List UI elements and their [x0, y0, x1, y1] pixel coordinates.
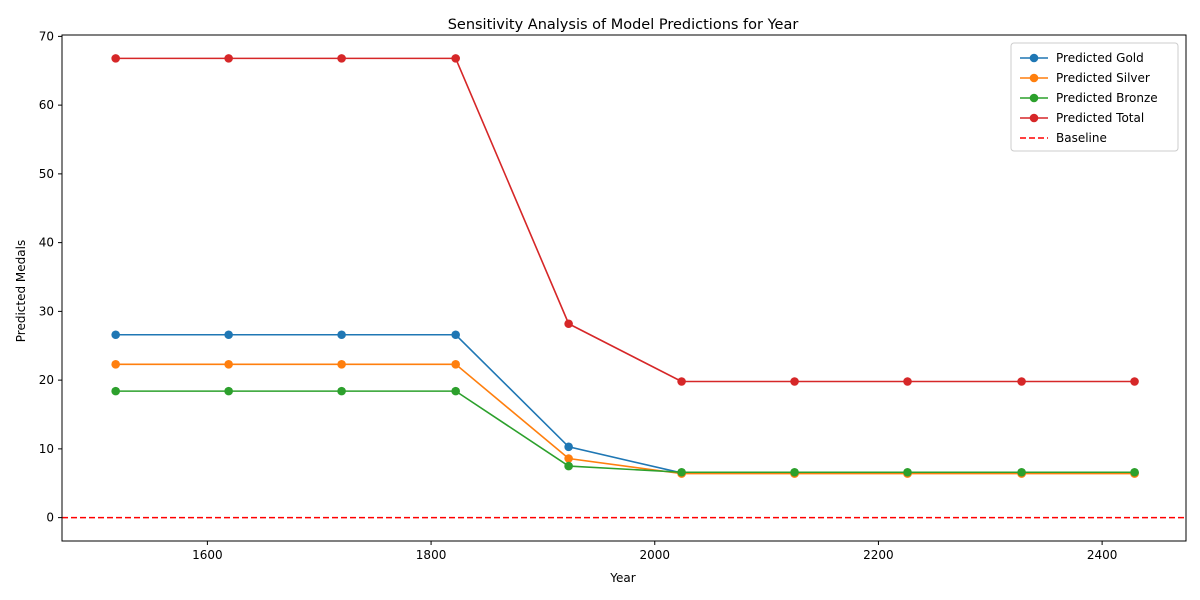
x-tick-label: 1800: [416, 548, 447, 562]
legend-label: Predicted Silver: [1056, 71, 1150, 85]
data-point: [111, 360, 120, 369]
data-point: [1130, 377, 1139, 386]
data-point: [564, 442, 573, 452]
series-line: [115, 363, 1135, 475]
chart-title: Sensitivity Analysis of Model Prediction…: [448, 17, 799, 33]
legend-label: Predicted Bronze: [1056, 91, 1158, 105]
data-point: [451, 330, 460, 340]
data-point: [1017, 377, 1026, 386]
y-tick-label: 20: [39, 373, 54, 387]
data-point: [677, 467, 686, 477]
x-tick-label: 2000: [639, 548, 670, 562]
data-point: [337, 54, 346, 63]
y-tick-label: 70: [39, 29, 54, 43]
x-tick-label: 1600: [192, 548, 223, 562]
y-tick-label: 50: [39, 167, 54, 181]
y-tick-label: 10: [39, 442, 54, 456]
legend-marker: [1029, 73, 1039, 83]
data-point: [451, 54, 460, 63]
y-tick-label: 40: [39, 236, 54, 250]
data-point: [451, 360, 460, 369]
data-point: [564, 461, 573, 471]
plot-background: [62, 35, 1186, 541]
legend-entry: Predicted Gold: [1020, 51, 1144, 65]
series-3: [111, 54, 1139, 386]
data-point: [224, 54, 233, 63]
data-point: [790, 377, 799, 386]
data-point: [337, 330, 346, 340]
data-point: [111, 54, 120, 63]
data-point: [1017, 467, 1026, 477]
data-point: [564, 319, 573, 329]
y-axis: 0 10 20 30 40 50 60 70: [39, 29, 62, 525]
legend: Predicted Gold Predicted Silver Predicted …: [1010, 42, 1179, 152]
legend-marker: [1029, 93, 1039, 103]
x-axis: 1600 1800 2000 2200 2400: [192, 541, 1117, 562]
data-point: [790, 467, 799, 477]
data-point: [337, 386, 346, 396]
axes-frame: [61, 34, 1187, 542]
data-point: [224, 360, 233, 369]
data-point: [224, 386, 233, 396]
plot-area: [61, 34, 1187, 542]
y-tick-label: 60: [39, 98, 54, 112]
y-tick-label: 30: [39, 304, 54, 318]
data-point: [111, 386, 120, 396]
series-line: [115, 390, 1135, 474]
data-point: [111, 330, 120, 340]
data-point: [564, 454, 573, 463]
data-point: [451, 386, 460, 396]
y-axis-label: Predicted Medals: [14, 240, 28, 342]
series-line: [115, 57, 1135, 383]
legend-entry: Predicted Silver: [1020, 71, 1150, 85]
x-tick-label: 2400: [1087, 548, 1118, 562]
data-point: [903, 377, 912, 386]
legend-entry: Baseline: [1020, 131, 1107, 145]
legend-label: Baseline: [1056, 131, 1107, 145]
data-point: [337, 360, 346, 369]
legend-marker: [1029, 113, 1039, 123]
x-axis-label: Year: [609, 571, 635, 585]
data-point: [903, 467, 912, 477]
data-point: [677, 377, 686, 386]
legend-box: [1010, 42, 1179, 152]
data-point: [1130, 467, 1139, 477]
legend-entry: Predicted Bronze: [1020, 91, 1158, 105]
y-tick-label: 0: [46, 511, 54, 525]
data-point: [224, 330, 233, 340]
series-2: [111, 386, 1139, 477]
legend-marker: [1029, 53, 1039, 63]
x-tick-label: 2200: [863, 548, 894, 562]
legend-label: Predicted Gold: [1056, 51, 1144, 65]
legend-entry: Predicted Total: [1020, 111, 1144, 125]
legend-label: Predicted Total: [1056, 111, 1144, 125]
